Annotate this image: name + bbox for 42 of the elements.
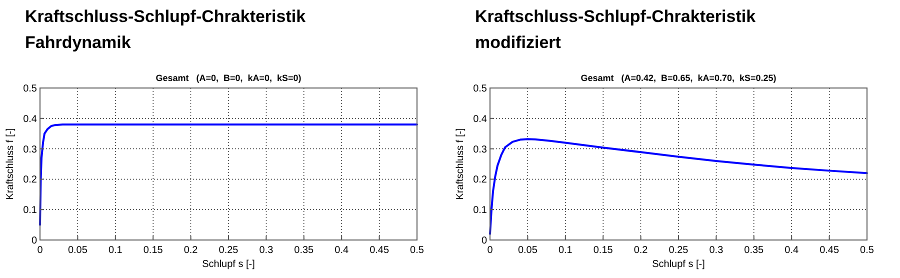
y-tick-label: 0.1 xyxy=(23,205,38,216)
x-axis-title: Schlupf s [-] xyxy=(202,259,256,270)
x-tick-label: 0.15 xyxy=(593,245,614,256)
x-tick-label: 0.25 xyxy=(218,245,239,256)
y-tick-label: 0.1 xyxy=(473,205,488,216)
x-tick-label: 0.2 xyxy=(184,245,198,256)
x-tick-label: 0.05 xyxy=(518,245,538,256)
x-tick-label: 0.5 xyxy=(410,245,424,256)
y-tick-label: 0.2 xyxy=(23,174,38,186)
x-tick-label: 0.35 xyxy=(294,245,314,256)
x-axis-title: Schlupf s [-] xyxy=(652,259,706,270)
chart-subtitle: Gesamt (A=0.42, B=0.65, kA=0.70, kS=0.25) xyxy=(580,73,776,83)
y-axis-title: Kraftschluss f [-] xyxy=(5,128,16,200)
x-tick-label: 0.05 xyxy=(68,245,88,256)
x-tick-label: 0.1 xyxy=(558,245,573,256)
x-tick-label: 0.45 xyxy=(820,245,840,256)
y-tick-label: 0.4 xyxy=(23,114,38,125)
x-tick-label: 0.15 xyxy=(143,245,164,256)
x-tick-label: 0.4 xyxy=(784,245,799,256)
x-tick-label: 0.2 xyxy=(634,245,648,256)
x-tick-label: 0.45 xyxy=(370,245,390,256)
y-tick-label: 0.5 xyxy=(473,84,488,94)
chart-title: Kraftschluss-Schlupf-Chrakteristik modifiziert xyxy=(475,7,756,52)
x-tick-label: 0.3 xyxy=(709,245,724,256)
chart-title: Kraftschluss-Schlupf-Chrakteristik Fahrdynamik xyxy=(25,7,306,52)
line-series xyxy=(489,138,868,235)
y-tick-label: 0 xyxy=(481,236,488,246)
y-tick-label: 0 xyxy=(31,236,38,246)
chart-subtitle: Gesamt (A=0, B=0, kA=0, kS=0) xyxy=(156,73,302,83)
y-tick-label: 0.3 xyxy=(23,144,38,156)
x-tick-label: 0.25 xyxy=(668,245,689,256)
y-tick-label: 0.3 xyxy=(473,144,488,156)
x-tick-label: 0.35 xyxy=(744,245,764,256)
x-tick-label: 0.1 xyxy=(108,245,123,256)
line-series xyxy=(39,123,418,226)
y-tick-label: 0.2 xyxy=(473,174,488,186)
y-axis-title: Kraftschluss f [-] xyxy=(455,128,466,200)
x-tick-label: 0.3 xyxy=(259,245,274,256)
x-tick-label: 0.5 xyxy=(860,245,874,256)
y-tick-label: 0.4 xyxy=(473,114,488,125)
y-tick-label: 0.5 xyxy=(23,84,38,94)
x-tick-label: 0.4 xyxy=(334,245,349,256)
